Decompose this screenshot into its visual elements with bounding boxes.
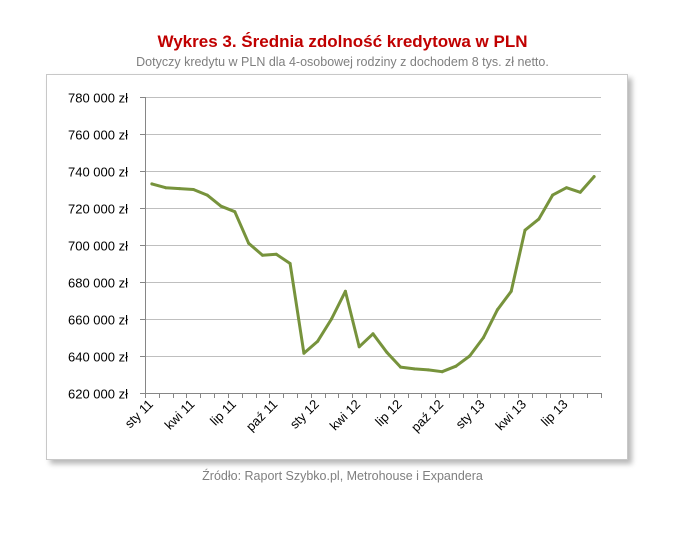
y-tick-label: 720 000 zł (68, 202, 128, 217)
data-point (537, 217, 541, 221)
source-note: Źródło: Raport Szybko.pl, Metrohouse i E… (202, 469, 483, 483)
data-point (164, 186, 168, 190)
x-tick-label: kwi 13 (492, 397, 529, 434)
data-point (482, 336, 485, 339)
x-tick-label: sty 12 (287, 397, 322, 432)
series-line (150, 175, 596, 374)
data-point (454, 364, 458, 368)
y-tick-label: 740 000 zł (68, 165, 128, 180)
data-point (219, 204, 223, 208)
data-point (288, 262, 292, 265)
y-tick-label: 780 000 zł (68, 91, 128, 106)
x-tick-label: paź 12 (408, 397, 446, 435)
y-tick-label: 640 000 zł (68, 350, 128, 365)
chart-title: Wykres 3. Średnia zdolność kredytowa w P… (157, 32, 528, 51)
data-point (371, 332, 375, 336)
data-point (551, 193, 555, 197)
data-point (316, 339, 320, 343)
data-point (274, 252, 278, 256)
data-point (413, 367, 416, 371)
y-tick-label: 760 000 zł (68, 128, 128, 143)
chart-frame (46, 74, 628, 460)
y-tick-label: 700 000 zł (68, 239, 128, 254)
y-tick-label: 660 000 zł (68, 313, 128, 328)
x-tick-label: sty 11 (122, 397, 156, 431)
data-point (357, 345, 361, 349)
data-point (509, 289, 513, 293)
x-tick-label: lip 11 (207, 397, 239, 429)
data-point (302, 351, 306, 355)
data-point (578, 190, 582, 194)
data-point (233, 210, 237, 214)
data-point (523, 228, 527, 232)
data-point (191, 188, 195, 191)
chart-subtitle: Dotyczy kredytu w PLN dla 4-osobowej rod… (136, 55, 549, 69)
x-tick-label: kwi 12 (327, 397, 364, 434)
data-point (399, 365, 403, 369)
data-point (330, 317, 333, 321)
data-point (426, 368, 430, 372)
data-point (385, 350, 389, 354)
data-point (205, 193, 209, 197)
y-tick-label: 680 000 zł (68, 276, 128, 291)
x-tick-label: paź 11 (243, 397, 281, 435)
data-point (150, 182, 154, 186)
data-point (261, 253, 264, 257)
y-tick-label: 620 000 zł (68, 387, 128, 402)
x-tick-label: kwi 11 (161, 397, 197, 433)
data-point (343, 289, 347, 293)
data-point (178, 187, 181, 191)
data-point (468, 354, 472, 358)
data-point (592, 175, 596, 179)
data-point (440, 370, 444, 374)
data-point (247, 241, 251, 245)
x-tick-label: lip 12 (372, 397, 405, 430)
x-tick-label: lip 13 (538, 397, 571, 430)
x-tick-label: sty 13 (453, 397, 488, 432)
data-point (565, 186, 568, 190)
data-point (495, 308, 499, 312)
